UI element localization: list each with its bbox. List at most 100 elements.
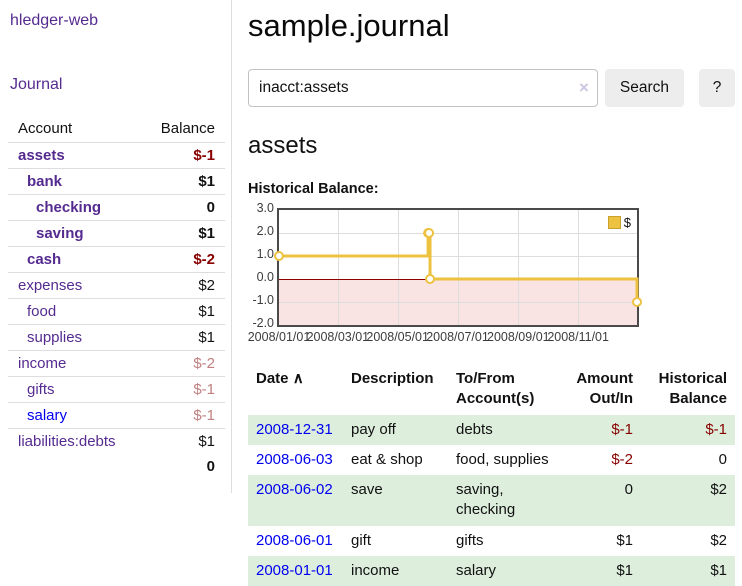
- register-balance: $2: [641, 475, 735, 526]
- account-row: liabilities:debts $1: [8, 429, 225, 455]
- account-row: bank $1: [8, 169, 225, 195]
- sort-ascending-icon: ∧: [293, 370, 304, 387]
- chart-heading: Historical Balance:: [248, 181, 735, 197]
- account-link[interactable]: saving: [36, 225, 84, 242]
- accounts-total-value: 0: [141, 454, 225, 479]
- x-axis-tick-label: 2008/05/01: [366, 330, 429, 344]
- nav-journal-link[interactable]: Journal: [10, 76, 221, 94]
- account-link[interactable]: assets: [18, 147, 65, 164]
- register-description: income: [343, 556, 448, 586]
- register-description: save: [343, 475, 448, 526]
- register-description: eat & shop: [343, 445, 448, 475]
- account-link[interactable]: salary: [27, 407, 67, 424]
- account-link[interactable]: gifts: [27, 381, 55, 398]
- account-row: salary $-1: [8, 403, 225, 429]
- accounts-header-account: Account: [8, 116, 141, 143]
- register-amount: $-1: [564, 415, 641, 445]
- x-axis-tick-label: 2008/01/01: [248, 330, 311, 344]
- register-balance: $1: [641, 556, 735, 586]
- register-tofrom-accounts: saving, checking: [448, 475, 564, 526]
- balance-series: [279, 210, 637, 325]
- transaction-date-link[interactable]: 2008-06-02: [256, 481, 333, 498]
- register-tofrom-accounts: gifts: [448, 526, 564, 556]
- account-balance: $-1: [141, 143, 225, 169]
- account-row: gifts $-1: [8, 377, 225, 403]
- account-row: assets $-1: [8, 143, 225, 169]
- register-header-row: Date ∧ Description To/From Account(s) Am…: [248, 367, 735, 415]
- account-row: food$1: [8, 299, 225, 325]
- transaction-date-link[interactable]: 2008-01-01: [256, 562, 333, 579]
- x-axis-tick-label: 2008/09/01: [487, 330, 550, 344]
- register-header-amount: Amount Out/In: [564, 367, 641, 415]
- sidebar: hledger-web Journal Account Balance asse…: [0, 0, 232, 493]
- account-link[interactable]: bank: [27, 173, 62, 190]
- register-tofrom-accounts: food, supplies: [448, 445, 564, 475]
- account-balance: $-1: [141, 403, 225, 429]
- register-balance: $2: [641, 526, 735, 556]
- register-balance: 0: [641, 445, 735, 475]
- account-link[interactable]: checking: [36, 199, 101, 216]
- x-axis-tick-label: 2008/07/01: [426, 330, 489, 344]
- account-link[interactable]: liabilities:debts: [18, 433, 116, 450]
- register-amount: $1: [564, 556, 641, 586]
- register-amount: $-2: [564, 445, 641, 475]
- register-description: gift: [343, 526, 448, 556]
- account-row: supplies $1: [8, 325, 225, 351]
- account-balance: $1: [141, 325, 225, 351]
- main-content: sample.journal × Search ? assets Histori…: [248, 0, 735, 586]
- accounts-total-spacer: [8, 454, 141, 479]
- account-balance: $-2: [141, 247, 225, 273]
- register-description: pay off: [343, 415, 448, 445]
- register-amount: 0: [564, 475, 641, 526]
- x-axis-tick-label: 2008/11/01: [547, 330, 609, 344]
- account-row: income $-2: [8, 351, 225, 377]
- app-brand-link[interactable]: hledger-web: [10, 12, 221, 30]
- account-balance: $1: [141, 429, 225, 455]
- account-balance: $1: [141, 169, 225, 195]
- accounts-total-row: 0: [8, 454, 225, 479]
- account-balance: $-2: [141, 351, 225, 377]
- account-link[interactable]: cash: [27, 251, 61, 268]
- register-header-date[interactable]: Date ∧: [248, 367, 343, 415]
- account-balance: $-1: [141, 377, 225, 403]
- transaction-date-link[interactable]: 2008-12-31: [256, 421, 333, 438]
- account-row: saving $1: [8, 221, 225, 247]
- y-axis-tick-label: 1.0: [248, 246, 274, 262]
- account-link[interactable]: expenses: [18, 277, 82, 294]
- y-axis-tick-label: -1.0: [248, 292, 274, 308]
- register-header-description: Description: [343, 367, 448, 415]
- account-heading: assets: [248, 132, 735, 160]
- accounts-header-row: Account Balance: [8, 116, 225, 143]
- page-title: sample.journal: [248, 8, 735, 44]
- account-link[interactable]: food: [27, 303, 56, 320]
- help-button[interactable]: ?: [699, 69, 735, 107]
- account-row: expenses $2: [8, 273, 225, 299]
- transaction-date-link[interactable]: 2008-06-03: [256, 451, 333, 468]
- transaction-date-link[interactable]: 2008-06-01: [256, 532, 333, 549]
- clear-search-icon[interactable]: ×: [579, 79, 589, 96]
- account-link[interactable]: income: [18, 355, 66, 372]
- y-axis-tick-label: 3.0: [248, 200, 274, 216]
- y-axis-tick-label: 2.0: [248, 223, 274, 239]
- account-link[interactable]: supplies: [27, 329, 82, 346]
- y-axis-tick-label: -2.0: [248, 315, 274, 331]
- register-balance: $-1: [641, 415, 735, 445]
- legend-swatch-icon: [608, 216, 621, 229]
- data-point-marker: [275, 252, 283, 260]
- legend-label: $: [624, 215, 631, 230]
- register-tofrom-accounts: debts: [448, 415, 564, 445]
- register-header-balance: Historical Balance: [641, 367, 735, 415]
- account-balance: $2: [141, 273, 225, 299]
- search-input[interactable]: [248, 69, 598, 107]
- register-table: Date ∧ Description To/From Account(s) Am…: [248, 367, 735, 586]
- search-input-wrap: ×: [248, 69, 598, 107]
- account-balance: $1: [141, 221, 225, 247]
- search-button[interactable]: Search: [605, 69, 684, 107]
